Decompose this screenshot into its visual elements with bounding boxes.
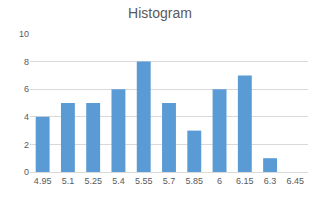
svg-text:2: 2	[24, 140, 29, 150]
svg-text:5.25: 5.25	[84, 176, 102, 186]
svg-text:10: 10	[19, 29, 29, 39]
svg-text:4.95: 4.95	[34, 176, 52, 186]
svg-text:6: 6	[217, 176, 222, 186]
svg-text:6.45: 6.45	[287, 176, 305, 186]
svg-text:5.7: 5.7	[163, 176, 176, 186]
svg-text:4: 4	[24, 112, 29, 122]
svg-text:0: 0	[24, 167, 29, 177]
svg-text:5.1: 5.1	[62, 176, 75, 186]
svg-text:6.3: 6.3	[264, 176, 277, 186]
svg-text:6.15: 6.15	[236, 176, 254, 186]
svg-text:6: 6	[24, 84, 29, 94]
svg-text:8: 8	[24, 57, 29, 67]
svg-text:5.85: 5.85	[186, 176, 204, 186]
svg-text:Histogram: Histogram	[128, 5, 192, 21]
svg-text:5.55: 5.55	[135, 176, 153, 186]
svg-text:5.4: 5.4	[112, 176, 125, 186]
